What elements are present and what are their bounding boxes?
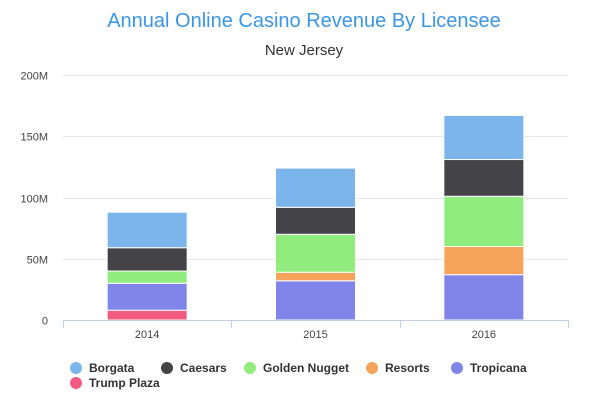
y-tick-label: 50M bbox=[27, 255, 48, 267]
bar-segment[interactable] bbox=[106, 270, 188, 284]
x-tick-label: 2016 bbox=[472, 329, 496, 341]
legend-marker bbox=[161, 362, 173, 374]
legend-marker bbox=[70, 377, 82, 389]
bar-segment[interactable] bbox=[106, 309, 188, 321]
legend-label: Trump Plaza bbox=[89, 376, 160, 390]
bar-segment[interactable] bbox=[106, 282, 188, 311]
legend-item[interactable]: Caesars bbox=[161, 361, 227, 375]
y-tick-label: 0 bbox=[42, 316, 48, 328]
bar-segment[interactable] bbox=[275, 280, 356, 321]
legend-label: Caesars bbox=[180, 361, 227, 375]
bar-segment[interactable] bbox=[443, 195, 525, 247]
bar-segment[interactable] bbox=[443, 246, 525, 276]
legend-label: Golden Nugget bbox=[263, 361, 349, 375]
chart-title: Annual Online Casino Revenue By Licensee bbox=[107, 10, 501, 32]
bar-segment[interactable] bbox=[443, 274, 525, 321]
legend-label: Borgata bbox=[89, 361, 135, 375]
bar-segment[interactable] bbox=[106, 247, 188, 272]
bars bbox=[106, 114, 525, 321]
bar-segment[interactable] bbox=[443, 159, 525, 197]
y-axis-ticks: 0 50M 100M 150M 200M bbox=[20, 71, 48, 328]
legend-label: Resorts bbox=[385, 361, 430, 375]
legend-item[interactable]: Borgata bbox=[70, 361, 135, 375]
legend-item[interactable]: Tropicana bbox=[451, 361, 527, 375]
y-tick-label: 200M bbox=[20, 71, 48, 83]
x-tick-label: 2014 bbox=[135, 329, 159, 341]
bar-segment[interactable] bbox=[106, 211, 188, 249]
x-tick-label: 2015 bbox=[303, 329, 327, 341]
legend-item[interactable]: Trump Plaza bbox=[70, 376, 160, 390]
legend-item[interactable]: Golden Nugget bbox=[244, 361, 349, 375]
y-tick-label: 100M bbox=[20, 194, 48, 206]
legend-marker bbox=[70, 362, 82, 374]
legend-marker bbox=[244, 362, 256, 374]
bar-segment[interactable] bbox=[275, 271, 356, 282]
bar-segment[interactable] bbox=[275, 233, 356, 273]
legend-label: Tropicana bbox=[470, 361, 527, 375]
bar-segment[interactable] bbox=[275, 167, 356, 208]
y-tick-label: 150M bbox=[20, 132, 48, 144]
legend-marker bbox=[451, 362, 463, 374]
legend-marker bbox=[366, 362, 378, 374]
legend[interactable]: Borgata Caesars Golden Nugget Resorts Tropic… bbox=[70, 361, 527, 390]
chart-subtitle: New Jersey bbox=[265, 42, 344, 59]
bar-segment[interactable] bbox=[275, 206, 356, 235]
x-axis: 2014 2015 2016 bbox=[63, 320, 569, 341]
legend-item[interactable]: Resorts bbox=[366, 361, 430, 375]
bar-segment[interactable] bbox=[443, 114, 525, 161]
